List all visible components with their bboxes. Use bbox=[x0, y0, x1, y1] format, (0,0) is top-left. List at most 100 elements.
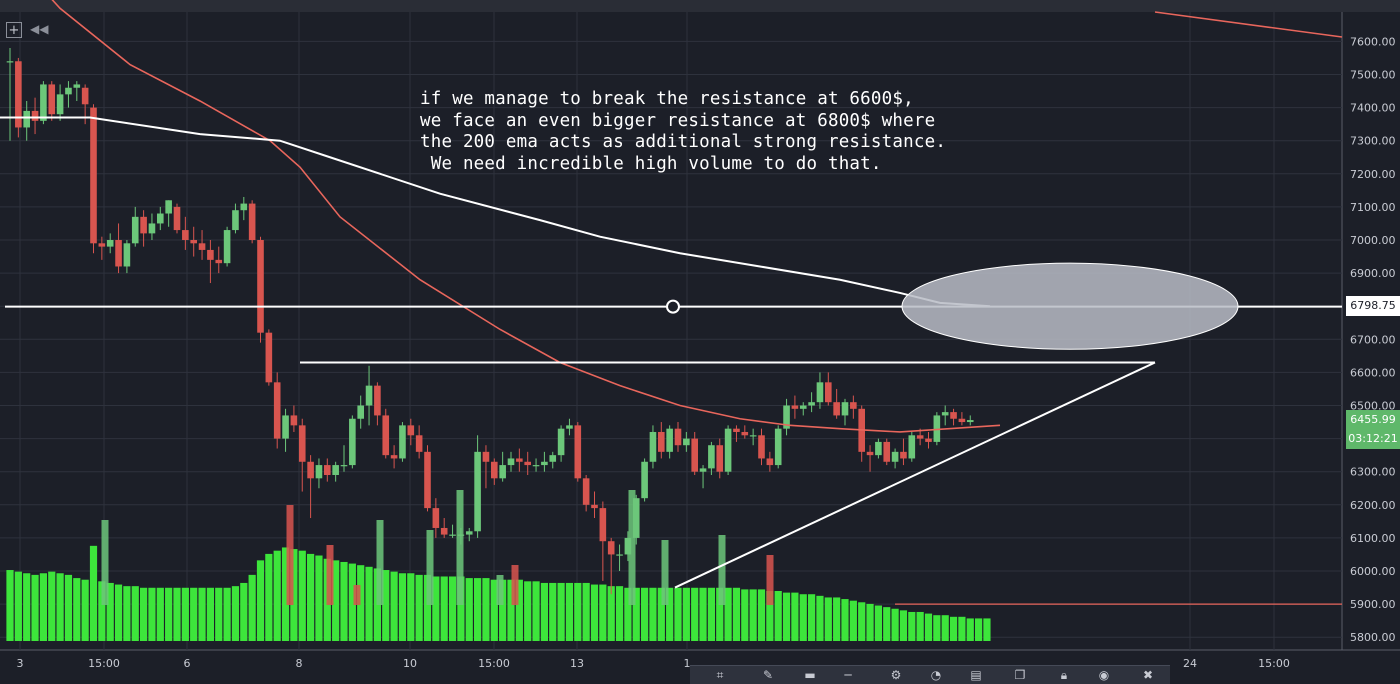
eye-icon[interactable]: ◉ bbox=[1098, 668, 1110, 682]
volume-bar bbox=[540, 582, 548, 641]
candle-body bbox=[140, 216, 147, 234]
volume-bar bbox=[123, 586, 131, 641]
volume-bar bbox=[440, 576, 448, 641]
volume-bar bbox=[757, 589, 766, 641]
candle-body bbox=[816, 382, 824, 403]
volume-bar bbox=[81, 579, 89, 641]
stack-icon[interactable]: ▤ bbox=[970, 668, 982, 682]
volume-spike bbox=[456, 490, 464, 605]
volume-bar bbox=[874, 605, 882, 641]
candle-body bbox=[900, 451, 907, 459]
candle-body bbox=[31, 110, 39, 121]
volume-bar bbox=[357, 565, 365, 641]
volume-spike bbox=[766, 555, 774, 605]
x-tick-label: 13 bbox=[570, 657, 584, 670]
line-style-icon[interactable]: ▬ bbox=[804, 668, 816, 682]
candle-body bbox=[382, 415, 390, 456]
candle-body bbox=[683, 438, 690, 446]
candle-body bbox=[474, 451, 481, 532]
volume-spike bbox=[511, 565, 519, 605]
x-tick-label: 15:00 bbox=[478, 657, 510, 670]
candle-body bbox=[958, 418, 966, 423]
x-tick-label: 1 bbox=[684, 657, 691, 670]
volume-bar bbox=[73, 578, 81, 641]
volume-bar bbox=[966, 618, 974, 641]
volume-bar bbox=[56, 573, 64, 641]
candle-body bbox=[465, 531, 473, 535]
volume-bar bbox=[265, 553, 273, 641]
volume-bar bbox=[256, 560, 265, 641]
candle-body bbox=[491, 461, 498, 479]
volume-spike bbox=[286, 505, 294, 605]
annotation-line-3: the 200 ema acts as additional strong re… bbox=[420, 132, 947, 152]
gear-icon[interactable]: ⚙ bbox=[890, 668, 902, 682]
volume-spike bbox=[326, 545, 334, 605]
volume-bar bbox=[824, 597, 832, 641]
volume-bar bbox=[599, 584, 607, 641]
candle-body bbox=[616, 554, 623, 556]
candle-body bbox=[182, 230, 189, 240]
candle-body bbox=[407, 425, 415, 436]
volume-bar bbox=[607, 586, 615, 641]
candle-body bbox=[65, 87, 72, 95]
y-tick-label: 7300.00 bbox=[1350, 135, 1396, 148]
volume-bar bbox=[858, 602, 866, 641]
volume-spike bbox=[101, 520, 109, 605]
y-tick-label: 6700.00 bbox=[1350, 333, 1396, 346]
volume-bar bbox=[924, 613, 933, 641]
candle-body bbox=[248, 203, 256, 240]
candle-body bbox=[257, 240, 264, 333]
candle-body bbox=[415, 435, 423, 452]
volume-bar bbox=[975, 618, 983, 641]
candle-body bbox=[449, 534, 456, 536]
candle-body bbox=[482, 451, 490, 462]
volume-bar bbox=[415, 574, 423, 641]
candle-body bbox=[457, 534, 465, 536]
dash-style-icon[interactable]: ─ bbox=[844, 668, 852, 682]
volume-bar bbox=[774, 591, 782, 641]
volume-bar bbox=[215, 587, 223, 641]
volume-bar bbox=[332, 560, 340, 641]
volume-bar bbox=[248, 574, 256, 641]
add-panel-icon[interactable]: + bbox=[6, 22, 22, 38]
volume-bar bbox=[482, 578, 490, 641]
volume-bar bbox=[866, 603, 874, 641]
candle-body bbox=[507, 458, 515, 466]
candle-body bbox=[925, 438, 932, 442]
volume-bar bbox=[941, 615, 949, 641]
volume-bar bbox=[532, 581, 540, 641]
candle-body bbox=[198, 243, 206, 250]
candle-body bbox=[215, 259, 223, 264]
collapse-icon[interactable]: ◀◀ bbox=[30, 22, 49, 36]
candle-body bbox=[666, 428, 673, 452]
volume-bar bbox=[899, 610, 908, 641]
volume-bar bbox=[691, 587, 699, 641]
trash-icon[interactable]: ✖ bbox=[1142, 668, 1154, 682]
candle-body bbox=[708, 445, 715, 469]
volume-bar bbox=[298, 550, 306, 641]
lock-icon[interactable]: 🔒︎ bbox=[1060, 668, 1068, 682]
x-tick-label: 15:00 bbox=[88, 657, 120, 670]
candle-body bbox=[799, 405, 807, 409]
candle-body bbox=[290, 415, 298, 426]
volume-bar bbox=[457, 576, 465, 641]
y-tick-label: 6000.00 bbox=[1350, 565, 1396, 578]
volume-bar bbox=[732, 587, 741, 641]
volume-bar bbox=[749, 589, 757, 641]
volume-bar bbox=[716, 587, 724, 641]
volume-bar bbox=[165, 587, 173, 641]
volume-bar bbox=[515, 579, 523, 641]
candle-body bbox=[81, 87, 89, 105]
crosshair-icon[interactable]: ⌗ bbox=[716, 668, 724, 682]
candle-body bbox=[48, 84, 56, 115]
copy-icon[interactable]: ❐ bbox=[1014, 668, 1026, 682]
alarm-icon[interactable]: ◔ bbox=[930, 668, 942, 682]
candle-body bbox=[841, 402, 849, 416]
candle-body bbox=[131, 216, 139, 244]
candle-body bbox=[340, 465, 348, 467]
candle-body bbox=[282, 415, 289, 439]
volume-bar bbox=[674, 587, 682, 641]
volume-bar bbox=[206, 587, 214, 641]
pencil-icon[interactable]: ✎ bbox=[762, 668, 774, 682]
